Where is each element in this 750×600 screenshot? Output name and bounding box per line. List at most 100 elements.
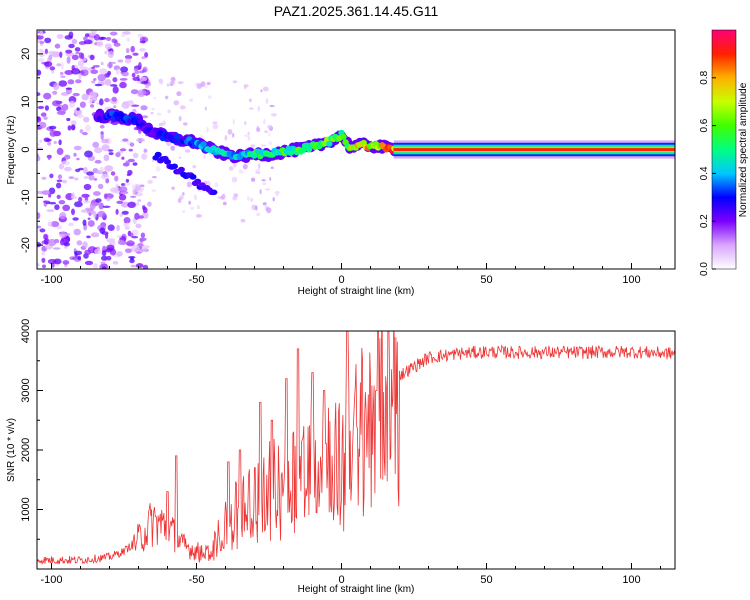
steady-band (393, 148, 675, 151)
noise-blob (75, 51, 80, 55)
x-tick-label: -100 (40, 274, 62, 286)
noise-blob (86, 235, 91, 239)
noise-blob (59, 51, 63, 58)
noise-blob (44, 105, 50, 111)
noise-blob (109, 31, 118, 36)
noise-blob (134, 70, 140, 75)
noise-blob (37, 212, 41, 220)
noise-blob (125, 48, 130, 54)
noise-blob (244, 121, 247, 126)
noise-blob (124, 55, 133, 60)
noise-blob (206, 127, 209, 133)
noise-blob (67, 79, 75, 85)
noise-blob (138, 61, 142, 70)
noise-blob (48, 125, 57, 130)
noise-blob (99, 166, 105, 172)
colorbar: 0.0 0.2 0.4 0.6 0.8 Normalized spectral ampl… (699, 29, 749, 276)
noise-blob (37, 116, 42, 123)
noise-blob (77, 255, 82, 261)
noise-blob (196, 83, 202, 89)
noise-blob (141, 245, 149, 252)
noise-blob (125, 160, 130, 164)
noise-blob (47, 221, 53, 227)
noise-blob (100, 133, 104, 140)
noise-blob (251, 204, 257, 211)
noise-blob (119, 213, 124, 217)
noise-blob (41, 176, 47, 180)
noise-blob (91, 200, 97, 204)
ridge-cell (200, 141, 207, 148)
noise-blob (37, 155, 41, 162)
noise-blob (44, 244, 53, 250)
noise-blob (221, 193, 226, 200)
ridge-cell (326, 140, 333, 147)
noise-blob (41, 250, 46, 256)
noise-blob (269, 104, 275, 108)
snr-line (37, 331, 675, 566)
noise-blob (212, 123, 219, 130)
x-tick-label: 100 (622, 574, 640, 586)
noise-blob (104, 79, 112, 86)
spectrogram-xlabel: Height of straight line (km) (298, 286, 415, 297)
noise-blob (41, 190, 51, 196)
noise-blob (196, 214, 202, 218)
x-tick-label: 0 (338, 574, 344, 586)
noise-blob (232, 119, 235, 125)
noise-blob (76, 107, 80, 111)
noise-blob (48, 201, 57, 205)
colorbar-tick-label: 0.4 (699, 166, 710, 180)
noise-blob (247, 135, 251, 141)
noise-blob (182, 122, 188, 126)
noise-blob (257, 105, 261, 112)
noise-blob (247, 195, 250, 202)
noise-blob (107, 224, 115, 231)
noise-blob (53, 140, 57, 145)
noise-blob (101, 173, 109, 180)
noise-blob (232, 80, 238, 84)
snr-ylabel: SNR (10 * v/v) (6, 418, 17, 482)
noise-blob (93, 191, 101, 196)
noise-blob (126, 101, 135, 106)
noise-blob (135, 263, 144, 269)
noise-blob (262, 182, 267, 185)
noise-blob (166, 83, 170, 87)
noise-blob (72, 217, 79, 221)
noise-blob (56, 179, 63, 183)
noise-blob (173, 100, 180, 106)
noise-blob (139, 249, 143, 253)
noise-blob (136, 202, 140, 206)
noise-blob (73, 228, 81, 236)
noise-blob (113, 105, 117, 109)
noise-blob (37, 143, 40, 146)
noise-blob (123, 217, 131, 224)
noise-blob (73, 177, 79, 181)
noise-blob (74, 47, 81, 52)
noise-blob (44, 37, 52, 44)
noise-blob (71, 54, 79, 60)
noise-blob (204, 106, 207, 111)
noise-blob (142, 264, 149, 269)
noise-blob (37, 105, 45, 110)
noise-blob (78, 52, 83, 59)
noise-blob (189, 98, 193, 102)
noise-blob (76, 114, 85, 119)
noise-blob (49, 129, 57, 137)
noise-blob (59, 71, 64, 76)
noise-blob (214, 182, 219, 188)
noise-blob (100, 261, 106, 265)
noise-blob (77, 60, 84, 67)
noise-blob (132, 162, 138, 166)
noise-blob (140, 186, 145, 192)
noise-blob (138, 215, 145, 219)
y-tick-label: -20 (20, 237, 32, 253)
noise-blob (139, 184, 145, 188)
noise-blob (151, 108, 156, 111)
noise-blob (101, 250, 107, 257)
noise-blob (268, 141, 273, 145)
noise-blob (92, 263, 98, 269)
noise-blob (68, 176, 75, 180)
noise-blob (270, 113, 277, 117)
noise-blob (91, 80, 96, 84)
noise-blob (54, 43, 61, 49)
